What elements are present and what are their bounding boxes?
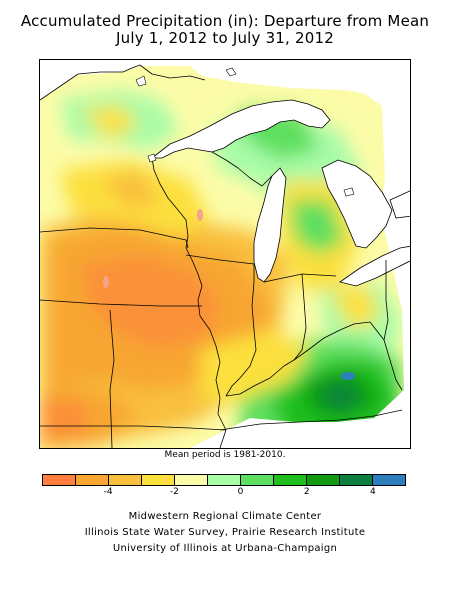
precipitation-field	[40, 66, 404, 448]
legend-swatch-8	[306, 475, 339, 485]
state-boundaries	[40, 64, 403, 448]
legend-swatch-7	[273, 475, 306, 485]
legend-tick-label: 2	[303, 487, 310, 497]
legend-swatch-9	[339, 475, 372, 485]
precipitation-map	[39, 59, 411, 449]
legend-tick-label: -2	[169, 487, 179, 497]
legend-tick-label: 0	[237, 487, 244, 497]
credit-isws: Illinois State Water Survey, Prairie Res…	[84, 527, 366, 538]
map-date-range: July 1, 2012 to July 31, 2012	[116, 29, 334, 47]
mean-period-note: Mean period is 1981-2010.	[164, 450, 286, 460]
legend-tick-label: 4	[370, 487, 376, 497]
legend-swatch-10	[372, 475, 405, 485]
legend-swatch-0	[43, 475, 75, 485]
legend-swatch-6	[240, 475, 273, 485]
color-scale-legend	[42, 474, 406, 486]
credit-mrcc: Midwestern Regional Climate Center	[128, 511, 322, 522]
credit-uiuc: University of Illinois at Urbana-Champai…	[112, 543, 338, 554]
legend-swatch-1	[75, 475, 108, 485]
legend-swatch-4	[174, 475, 207, 485]
legend-tick-labels: -4 -2 0 2 4	[42, 486, 406, 500]
legend-tick-label: -4	[103, 487, 113, 497]
map-title: Accumulated Precipitation (in): Departur…	[20, 12, 430, 30]
great-lakes	[150, 99, 410, 287]
legend-swatch-2	[108, 475, 141, 485]
legend-swatch-3	[141, 475, 174, 485]
islands	[135, 67, 355, 197]
map-svg	[40, 64, 410, 448]
legend-swatch-5	[207, 475, 240, 485]
